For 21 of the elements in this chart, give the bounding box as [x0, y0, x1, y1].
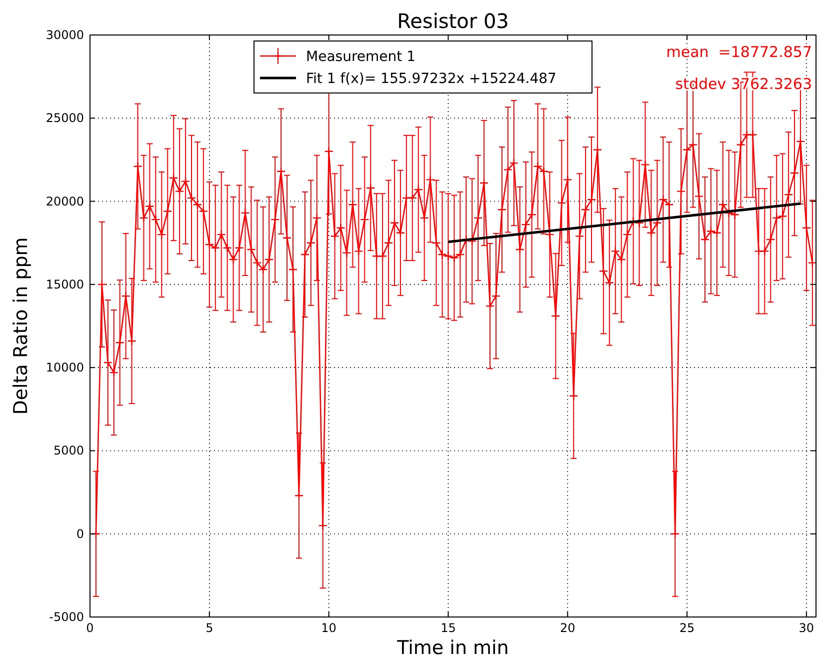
y-tick-label: 30000 — [46, 28, 84, 42]
x-tick-label: 25 — [679, 621, 695, 635]
y-tick-label: 5000 — [53, 444, 84, 458]
x-tick-label: 0 — [86, 621, 94, 635]
annotation: mean =18772.857 — [666, 43, 812, 61]
x-tick-label: 20 — [560, 621, 576, 635]
x-axis-title: Time in min — [396, 637, 509, 659]
legend-label: Fit 1 f(x)= 155.97232x +15224.487 — [306, 71, 556, 87]
y-tick-label: 15000 — [46, 277, 84, 292]
legend-label: Measurement 1 — [306, 49, 416, 65]
chart-title: Resistor 03 — [397, 9, 509, 33]
x-tick-label: 15 — [440, 621, 456, 635]
x-tick-label: 5 — [206, 621, 214, 635]
y-tick-label: 10000 — [46, 360, 84, 375]
y-tick-label: -5000 — [49, 610, 84, 624]
x-tick-label: 10 — [321, 621, 336, 635]
y-tick-label: 25000 — [46, 111, 84, 126]
x-tick-label: 30 — [798, 621, 814, 635]
y-tick-label: 20000 — [46, 194, 84, 208]
y-tick-label: 0 — [76, 526, 84, 541]
y-axis-title: Delta Ratio in ppm — [10, 237, 32, 415]
